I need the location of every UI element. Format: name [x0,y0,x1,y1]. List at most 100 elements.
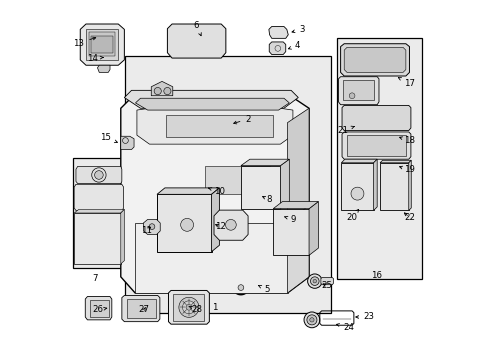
Text: 10: 10 [208,187,224,196]
Polygon shape [408,160,410,211]
Polygon shape [126,299,155,318]
Text: 9: 9 [284,215,295,224]
Polygon shape [269,42,285,54]
Polygon shape [168,291,209,324]
Polygon shape [88,32,115,56]
Text: 25: 25 [321,281,332,290]
Polygon shape [341,159,376,163]
Text: 26: 26 [93,305,106,314]
Circle shape [307,274,321,288]
Polygon shape [373,159,376,211]
Circle shape [225,220,236,230]
Text: 22: 22 [403,213,414,222]
Text: 27: 27 [138,305,149,314]
Polygon shape [74,213,121,264]
Polygon shape [167,24,225,58]
Polygon shape [241,159,289,166]
Polygon shape [125,56,330,313]
Polygon shape [379,160,410,163]
Text: 24: 24 [336,323,353,332]
Polygon shape [122,296,160,321]
Polygon shape [143,220,160,234]
Polygon shape [341,163,373,211]
Text: 14: 14 [86,54,103,63]
Circle shape [182,301,195,314]
Polygon shape [74,210,124,213]
Polygon shape [287,108,308,223]
Polygon shape [157,188,219,194]
Circle shape [163,87,171,95]
Text: 1: 1 [212,303,217,312]
Polygon shape [97,65,110,72]
Polygon shape [137,108,292,144]
Polygon shape [73,158,125,268]
Polygon shape [346,135,405,156]
Polygon shape [280,159,289,209]
Polygon shape [273,202,318,209]
Circle shape [149,224,155,229]
Polygon shape [85,297,112,320]
Circle shape [180,219,193,231]
Polygon shape [214,210,247,240]
Circle shape [310,277,319,285]
Circle shape [94,171,103,179]
Text: 16: 16 [370,270,381,279]
Polygon shape [80,24,124,65]
Polygon shape [308,202,318,255]
Polygon shape [340,44,408,76]
Text: 17: 17 [398,78,414,88]
Circle shape [238,285,244,291]
Text: 20: 20 [346,210,358,222]
Polygon shape [341,105,410,131]
Text: 7: 7 [92,274,98,283]
Text: 5: 5 [258,285,269,294]
Polygon shape [268,27,287,39]
Text: 28: 28 [188,305,202,314]
Polygon shape [320,278,333,285]
Polygon shape [211,188,219,252]
Text: 13: 13 [73,37,96,48]
Circle shape [179,297,199,318]
Polygon shape [135,223,287,293]
Text: 23: 23 [355,312,374,321]
Text: 21: 21 [337,126,353,135]
Text: 4: 4 [288,41,300,50]
Polygon shape [343,80,373,100]
Text: 3: 3 [291,25,304,34]
Polygon shape [344,47,405,72]
Polygon shape [121,136,134,149]
Circle shape [350,187,363,200]
Polygon shape [89,300,109,317]
Polygon shape [341,132,410,159]
Text: 15: 15 [100,133,117,143]
Polygon shape [124,90,298,108]
Text: 12: 12 [214,222,225,231]
Polygon shape [76,166,122,184]
Text: 2: 2 [233,114,250,124]
Circle shape [306,315,316,325]
Circle shape [304,312,319,328]
Circle shape [312,279,316,283]
Circle shape [154,87,161,95]
Polygon shape [74,184,123,211]
Text: 18: 18 [399,136,414,145]
Circle shape [348,93,354,99]
Polygon shape [135,98,289,110]
Polygon shape [287,205,308,293]
Polygon shape [173,294,204,320]
Text: 19: 19 [399,166,414,175]
Polygon shape [157,194,211,252]
Polygon shape [165,116,273,137]
Polygon shape [86,30,118,59]
Polygon shape [273,209,308,255]
Circle shape [309,318,313,322]
Polygon shape [151,81,172,96]
Circle shape [185,305,191,310]
Polygon shape [241,166,280,209]
Polygon shape [121,94,308,293]
Text: 11: 11 [141,226,152,235]
Text: 8: 8 [262,195,272,204]
Polygon shape [91,36,113,53]
Polygon shape [379,163,408,211]
Polygon shape [204,166,269,194]
